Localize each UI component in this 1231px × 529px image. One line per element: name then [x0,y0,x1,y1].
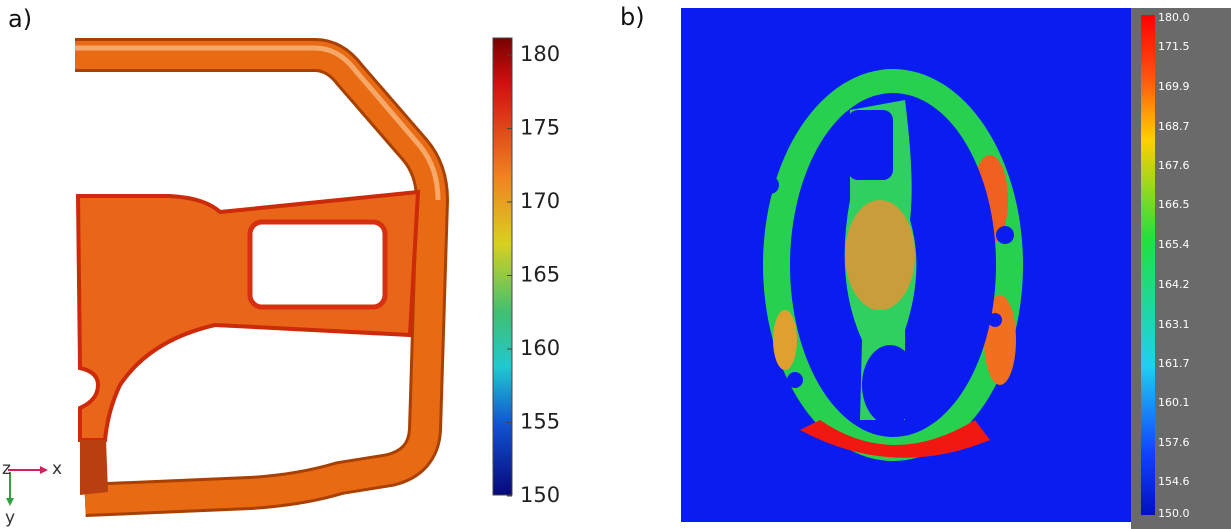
colorbar-label: 166.5 [1158,198,1190,211]
colorbar-label: 157.6 [1158,436,1190,449]
colorbar-label: 180 [520,42,560,66]
colorbar-label: 170 [520,189,560,213]
colorbar-label: 168.7 [1158,120,1190,133]
colorbar-label: 160.1 [1158,396,1190,409]
colorbar-label: 164.2 [1158,278,1190,291]
colorbar-label: 160 [520,336,560,360]
colorbar-label: 154.6 [1158,475,1190,488]
frame-render [6,38,449,517]
colorbar-label: 169.9 [1158,80,1190,93]
colorbar-label: 161.7 [1158,357,1190,370]
colorbar-label: 180.0 [1158,11,1190,24]
colorbar-label: 175 [520,116,560,140]
colorbar [1141,15,1155,515]
colorbar-label: 150.0 [1158,507,1190,520]
colorbar-label: 150 [520,483,560,507]
thermal-image [681,8,1131,522]
colorbar [492,37,513,496]
axis-label: y [5,508,15,528]
axis-label: z [2,459,11,479]
panel-label: b) [620,3,645,31]
panel-label: a) [8,5,32,33]
colorbar-label: 167.6 [1158,159,1190,172]
colorbar-label: 163.1 [1158,318,1190,331]
colorbar-label: 165.4 [1158,238,1190,251]
colorbar-label: 171.5 [1158,40,1190,53]
colorbar-label: 155 [520,410,560,434]
colorbar-label: 165 [520,263,560,287]
axis-label: x [52,459,62,479]
